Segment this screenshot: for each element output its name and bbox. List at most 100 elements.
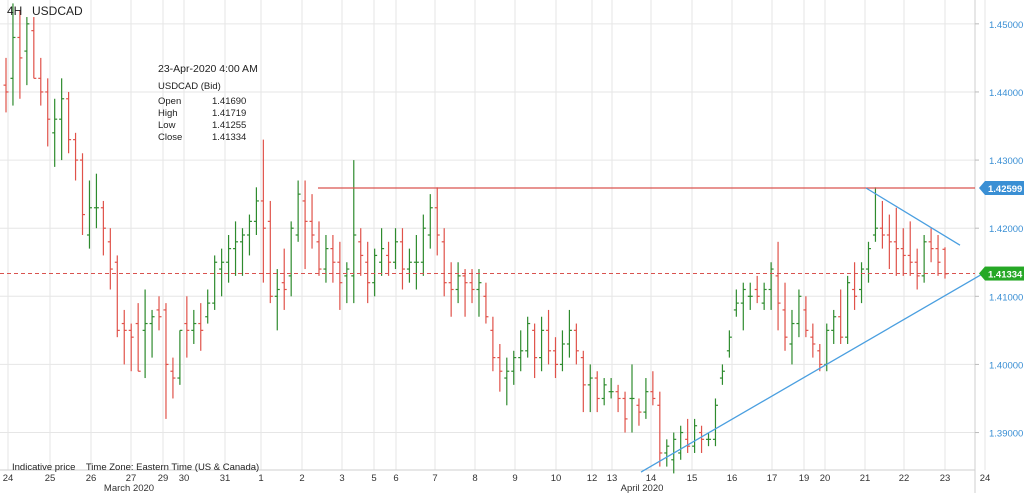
symbol-label[interactable]: USDCAD — [32, 4, 83, 18]
ohlc-bar — [532, 323, 538, 379]
x-tick-label: 30 — [179, 473, 190, 484]
ohlc-bar — [455, 262, 461, 304]
ohlc-bar — [365, 241, 371, 304]
ohlc-bar — [184, 296, 190, 358]
ohlc-bar — [316, 221, 322, 276]
x-tick-label: 22 — [899, 473, 910, 484]
x-tick-label: 24 — [980, 473, 991, 484]
ohlc-bar — [406, 248, 412, 283]
ohlc-bar — [441, 228, 447, 297]
x-tick-label: 19 — [799, 473, 810, 484]
y-tick-label: 1.39000 — [989, 429, 1023, 440]
ohlc-bar — [114, 255, 120, 338]
ohlc-bar — [615, 384, 621, 413]
ohlc-bar — [205, 289, 211, 324]
ohlc-bar — [191, 309, 197, 344]
ohlc-bar — [239, 228, 245, 276]
resistance-price-badge-text: 1.42599 — [988, 184, 1022, 195]
y-tick-label: 1.45000 — [989, 20, 1023, 31]
ohlc-bar — [59, 78, 65, 161]
info-title: USDCAD (Bid) — [158, 81, 221, 92]
ohlc-bar — [163, 303, 169, 419]
indicative-price-label: Indicative price — [12, 462, 76, 473]
ohlc-bar — [511, 350, 517, 385]
ohlc-bar — [782, 282, 788, 351]
ohlc-bar — [726, 330, 732, 358]
ohlc-bar — [128, 323, 134, 372]
x-tick-label: 1 — [258, 473, 263, 484]
ohlc-bar — [462, 269, 468, 317]
ohlc-bar — [636, 398, 642, 426]
ohlc-bar — [309, 194, 315, 249]
resistance-price-badge-bg — [985, 181, 1024, 195]
ohlc-bar — [886, 214, 892, 270]
x-tick-label: 6 — [393, 473, 398, 484]
ohlc-bar — [650, 371, 656, 406]
ohlc-bar — [803, 296, 809, 338]
ohlc-bar — [483, 282, 489, 324]
ohlc-bar — [789, 309, 795, 365]
current-price-badge: 1.41334 — [979, 266, 1024, 281]
ohlc-bar — [872, 187, 878, 242]
info-label: Close — [158, 132, 183, 143]
ohlc-bar — [754, 275, 760, 304]
ohlc-bar — [372, 248, 378, 297]
info-label: Open — [158, 96, 182, 107]
ohlc-bar — [399, 228, 405, 290]
ohlc-bar — [156, 296, 162, 331]
ohlc-bar — [566, 309, 572, 358]
ohlc-bar — [17, 10, 23, 99]
ohlc-bar — [476, 269, 482, 317]
ohlc-bar — [469, 269, 475, 304]
ohlc-bar — [100, 200, 106, 256]
y-tick-label: 1.40000 — [989, 360, 1023, 371]
x-tick-label: 26 — [86, 473, 97, 484]
ohlc-bar — [337, 241, 343, 310]
ohlc-bar — [719, 364, 725, 385]
x-tick-label: 10 — [551, 473, 562, 484]
ohlc-bar — [302, 180, 308, 270]
month-label: March 2020 — [104, 483, 154, 493]
x-tick-label: 15 — [687, 473, 698, 484]
ohlc-bar — [80, 153, 86, 235]
ohlc-bar — [66, 91, 72, 154]
ohlc-bar — [559, 330, 565, 372]
ohlc-bar — [907, 221, 913, 276]
x-tick-label: 29 — [158, 473, 169, 484]
ohlc-bar — [643, 378, 649, 419]
ohlc-bar — [86, 180, 92, 249]
info-label: Low — [158, 120, 176, 131]
info-value: 1.41255 — [212, 120, 247, 131]
ohlc-bar — [219, 248, 225, 297]
ohlc-bar — [817, 343, 823, 372]
ohlc-bar — [699, 425, 705, 453]
ohlc-bar — [142, 289, 148, 379]
x-tick-label: 23 — [940, 473, 951, 484]
ohlc-bar — [831, 309, 837, 344]
timeframe-label[interactable]: 4H — [7, 4, 23, 18]
ohlc-bar — [706, 432, 712, 447]
current-price-badge-bg — [985, 266, 1024, 281]
ohlc-bar — [761, 282, 767, 310]
ohlc-bar — [921, 235, 927, 283]
ohlc-bar — [121, 309, 127, 365]
ohlc-bar — [246, 214, 252, 256]
ohlc-bar — [490, 316, 496, 372]
info-row-high: High 1.41719 — [158, 108, 258, 120]
ohlc-bar — [427, 194, 433, 249]
ohlc-bar — [344, 262, 350, 304]
ohlc-bar — [295, 180, 301, 242]
ohlc-bar — [865, 241, 871, 283]
ohlc-bar — [580, 350, 586, 413]
y-tick-label: 1.42000 — [989, 224, 1023, 235]
x-tick-label: 14 — [646, 473, 657, 484]
y-tick-label: 1.41000 — [989, 292, 1023, 303]
x-tick-label: 20 — [820, 473, 831, 484]
ohlc-bar — [712, 398, 718, 447]
x-tick-label: 31 — [220, 473, 231, 484]
ohlc-bar — [879, 200, 885, 249]
ohlc-bar — [525, 316, 531, 358]
resistance-price-badge: 1.42599 — [979, 181, 1024, 195]
